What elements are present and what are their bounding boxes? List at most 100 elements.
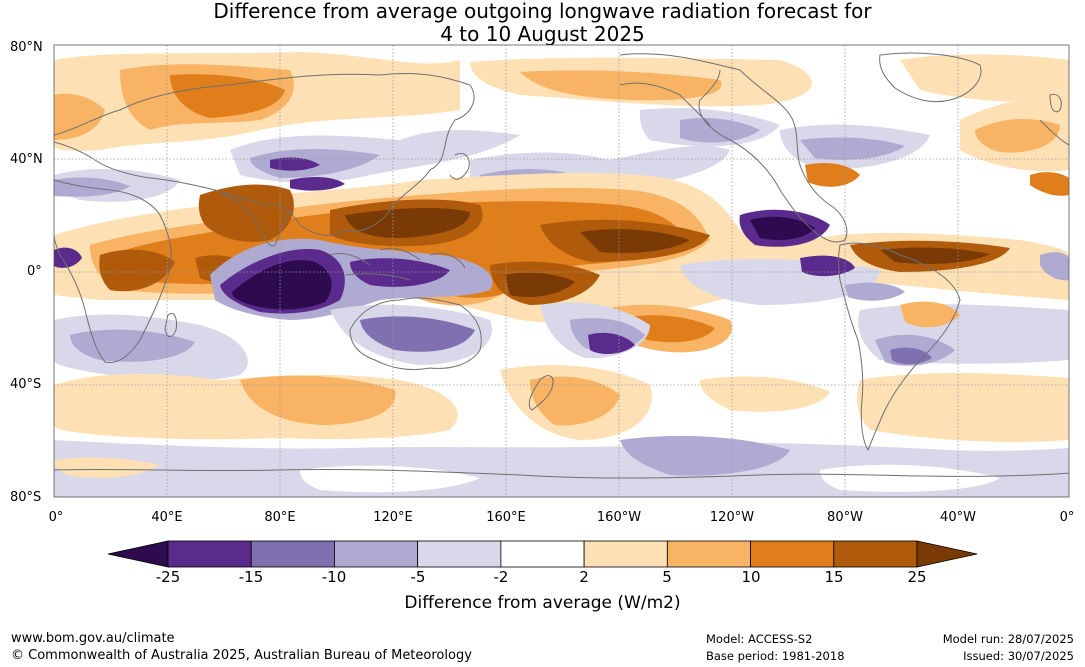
lon-label-80w: 80°W — [827, 510, 863, 525]
anomaly-region — [890, 347, 932, 365]
anomaly-region — [505, 272, 575, 298]
lat-label-40n: 40°N — [10, 152, 43, 167]
colorbar-tick: -2 — [493, 568, 509, 586]
anomaly-region — [54, 247, 82, 268]
colorbar-tick: 15 — [824, 568, 844, 586]
anomaly-field — [54, 45, 1069, 497]
lon-label-120e: 120°E — [373, 510, 413, 525]
anomaly-region — [588, 332, 635, 355]
footer-website: www.bom.gov.au/climate — [11, 631, 175, 646]
coastline-india — [214, 189, 291, 247]
lat-label-80n: 80°N — [10, 40, 43, 55]
colorbar-segment — [417, 540, 502, 568]
anomaly-region — [198, 184, 294, 242]
anomaly-region — [290, 176, 345, 191]
anomaly-region — [350, 258, 450, 287]
anomaly-region — [625, 315, 715, 343]
colorbar-segment — [583, 540, 668, 568]
coastline-antarctica — [54, 468, 1069, 479]
coastline-madagascar — [164, 313, 177, 337]
footer-copyright: © Commonwealth of Australia 2025, Austra… — [11, 648, 472, 663]
coastline-africa — [54, 179, 172, 364]
anomaly-region — [750, 216, 815, 240]
title-line-1: Difference from average outgoing longwav… — [213, 0, 872, 23]
anomaly-region — [800, 255, 855, 277]
anomaly-region — [880, 247, 990, 264]
lon-label-160e: 160°E — [486, 510, 526, 525]
anomaly-region — [805, 163, 860, 187]
anomaly-region — [54, 93, 105, 140]
lon-label-80e: 80°E — [264, 510, 296, 525]
lat-label-0: 0° — [27, 264, 42, 279]
footer-base-period: Base period: 1981-2018 — [706, 649, 845, 663]
colorbar-segment — [334, 540, 419, 568]
coastline-europe-asia — [54, 72, 475, 236]
lon-label-0-west: 0° — [48, 510, 64, 525]
colorbar-segment — [250, 540, 335, 568]
map-title: Difference from average outgoing longwav… — [0, 0, 1085, 46]
anomaly-region — [820, 464, 1000, 492]
colorbar-tick: 5 — [662, 568, 672, 586]
anomaly-region — [1040, 252, 1069, 281]
colorbar-tick: -15 — [238, 568, 264, 586]
anomaly-region — [845, 282, 905, 301]
coastline-north-america — [619, 53, 848, 243]
colorbar-segment — [500, 540, 585, 568]
coastline-alaska — [619, 82, 711, 126]
lon-label-0-east: 0° — [1059, 510, 1075, 525]
anomaly-region — [900, 54, 1069, 102]
colorbar-tick: -10 — [321, 568, 347, 586]
anomaly-region — [680, 118, 760, 143]
lon-label-120w: 120°W — [709, 510, 755, 525]
anomaly-region — [900, 301, 960, 328]
lon-label-40w: 40°W — [940, 510, 976, 525]
colorbar-tick: 2 — [579, 568, 589, 586]
anomaly-region — [232, 260, 332, 310]
anomaly-region — [360, 316, 475, 352]
anomaly-region — [54, 177, 130, 197]
anomaly-region — [857, 373, 1069, 442]
anomaly-region — [170, 74, 285, 118]
coastline-japan — [449, 153, 470, 180]
anomaly-region — [520, 70, 722, 101]
coastline-maritime — [329, 247, 466, 281]
anomaly-region — [99, 249, 175, 292]
footer-issued: Issued: 30/07/2025 — [963, 649, 1074, 663]
colorbar-tick: 25 — [907, 568, 927, 586]
anomaly-region — [54, 457, 160, 478]
anomaly-region — [240, 375, 396, 425]
anomaly-region — [70, 329, 195, 362]
coastline-europe-west — [1039, 119, 1069, 146]
lat-label-80s: 80°S — [10, 490, 42, 505]
anomaly-region — [800, 137, 905, 160]
title-line-2: 4 to 10 August 2025 — [440, 22, 645, 46]
colorbar-tick: -5 — [410, 568, 426, 586]
colorbar-segment — [833, 540, 918, 568]
graticule — [54, 45, 1069, 497]
anomaly-region — [1030, 172, 1069, 196]
colorbar-segment — [167, 540, 252, 568]
anomaly-region — [975, 118, 1060, 153]
anomaly-region — [530, 376, 620, 426]
coastline-new-zealand — [528, 375, 554, 411]
footer-model: Model: ACCESS-S2 — [706, 632, 813, 646]
map-frame — [53, 44, 1070, 498]
coastlines — [54, 52, 1069, 479]
colorbar-segment — [750, 540, 835, 568]
colorbar-title: Difference from average (W/m2) — [404, 593, 681, 613]
colorbar-segment — [107, 540, 169, 568]
coastline-uk — [1049, 93, 1062, 113]
anomaly-region — [620, 435, 790, 476]
anomaly-region — [580, 229, 690, 254]
anomaly-region — [270, 157, 320, 171]
footer-model-run: Model run: 28/07/2025 — [942, 632, 1074, 646]
colorbar-segment — [916, 540, 978, 568]
lat-label-40s: 40°S — [10, 377, 42, 392]
colorbar-segment — [666, 540, 751, 568]
anomaly-region — [345, 208, 470, 238]
lon-label-40e: 40°E — [151, 510, 183, 525]
coastline-australia — [349, 297, 482, 371]
colorbar-tick: 10 — [741, 568, 761, 586]
lon-label-160w: 160°W — [596, 510, 642, 525]
